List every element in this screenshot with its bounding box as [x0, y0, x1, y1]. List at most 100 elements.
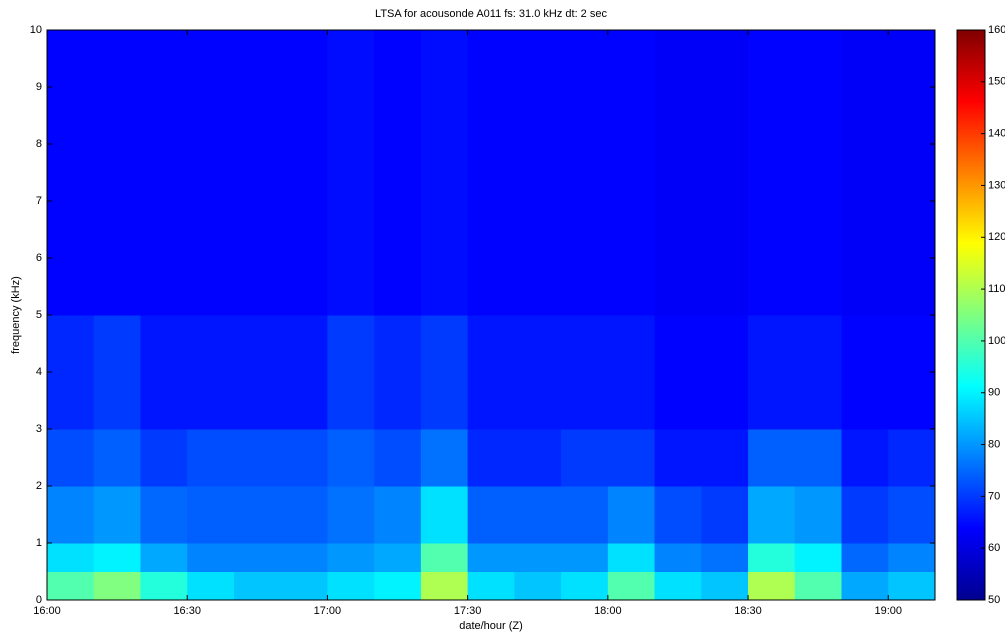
heat-cell [187, 30, 235, 316]
heat-cell [374, 571, 422, 601]
heat-cell [327, 543, 375, 572]
heat-cell [561, 571, 609, 601]
heat-cell [794, 543, 843, 572]
heat-cell [47, 315, 95, 430]
heat-cell [374, 486, 422, 544]
heat-cell [794, 429, 843, 487]
heat-cell [233, 315, 282, 430]
heat-cell [280, 315, 328, 430]
heat-cell [888, 315, 936, 430]
heat-cell [514, 429, 562, 487]
heat-cell [514, 571, 562, 601]
heat-cell [794, 571, 843, 601]
colorbar-tick-label: 120 [988, 231, 1005, 243]
y-tick-label: 0 [36, 594, 42, 606]
heat-cell [93, 571, 141, 601]
heat-cell [888, 486, 936, 544]
heat-cell [280, 30, 328, 316]
heat-cell [794, 486, 843, 544]
x-tick-label: 17:00 [314, 605, 342, 617]
heat-cell [327, 315, 375, 430]
heat-cell [748, 571, 796, 601]
heat-cell [467, 486, 515, 544]
heat-cell [420, 429, 469, 487]
colorbar-tick-label: 150 [988, 76, 1005, 88]
heat-cell [467, 543, 515, 572]
heat-cell [654, 30, 702, 316]
y-axis-label: frequency (kHz) [10, 276, 22, 354]
heat-cell [374, 315, 422, 430]
heat-cell [701, 571, 749, 601]
heat-cell [701, 315, 749, 430]
heat-cell [748, 30, 796, 316]
y-tick-label: 8 [36, 138, 42, 150]
heat-cell [607, 315, 656, 430]
heat-cell [233, 543, 282, 572]
heat-cell [561, 486, 609, 544]
heat-cell [607, 543, 656, 572]
heat-cell [654, 571, 702, 601]
heat-cell [841, 315, 889, 430]
heat-cell [748, 429, 796, 487]
heat-cell [327, 571, 375, 601]
y-tick-label: 4 [36, 366, 42, 378]
heat-cell [561, 543, 609, 572]
heat-cell [841, 429, 889, 487]
y-tick-label: 9 [36, 81, 42, 93]
heat-cell [888, 543, 936, 572]
colorbar-tick-label: 130 [988, 179, 1005, 191]
heat-cell [748, 486, 796, 544]
heat-cell [374, 429, 422, 487]
colorbar-tick-label: 70 [988, 490, 1000, 502]
heat-cell [701, 30, 749, 316]
colorbar-tick-label: 160 [988, 24, 1005, 36]
heat-cell [187, 543, 235, 572]
heat-cell [420, 486, 469, 544]
heat-cell [140, 543, 188, 572]
heatmap [47, 30, 936, 601]
heat-cell [514, 543, 562, 572]
heat-cell [280, 543, 328, 572]
heat-cell [187, 571, 235, 601]
y-tick-label: 3 [36, 423, 42, 435]
heat-cell [607, 429, 656, 487]
x-tick-label: 16:00 [33, 605, 61, 617]
x-tick-label: 17:30 [454, 605, 482, 617]
heat-cell [93, 30, 141, 316]
heat-cell [607, 30, 656, 316]
heat-cell [47, 486, 95, 544]
heat-cell [47, 30, 95, 316]
heat-cell [280, 571, 328, 601]
heat-cell [654, 315, 702, 430]
heat-cell [93, 543, 141, 572]
heat-cell [841, 30, 889, 316]
heat-cell [327, 429, 375, 487]
heat-cell [701, 429, 749, 487]
heat-cell [561, 315, 609, 430]
heat-cell [187, 429, 235, 487]
heat-cell [140, 486, 188, 544]
x-tick-label: 18:30 [734, 605, 762, 617]
heat-cell [140, 571, 188, 601]
y-tick-label: 10 [30, 24, 42, 36]
heat-cell [467, 315, 515, 430]
heat-cell [140, 30, 188, 316]
heat-cell [140, 315, 188, 430]
heat-cell [888, 429, 936, 487]
heat-cell [187, 486, 235, 544]
y-tick-label: 2 [36, 480, 42, 492]
colorbar-tick-label: 80 [988, 438, 1000, 450]
colorbar-tick-label: 110 [988, 283, 1005, 295]
heat-cell [47, 429, 95, 487]
heat-cell [420, 30, 469, 316]
heat-cell [420, 543, 469, 572]
heat-cell [280, 429, 328, 487]
heat-cell [514, 315, 562, 430]
heat-cell [467, 30, 515, 316]
heat-cell [374, 30, 422, 316]
heat-cell [794, 315, 843, 430]
x-axis-label: date/hour (Z) [459, 620, 523, 632]
heat-cell [514, 30, 562, 316]
heat-cell [93, 486, 141, 544]
